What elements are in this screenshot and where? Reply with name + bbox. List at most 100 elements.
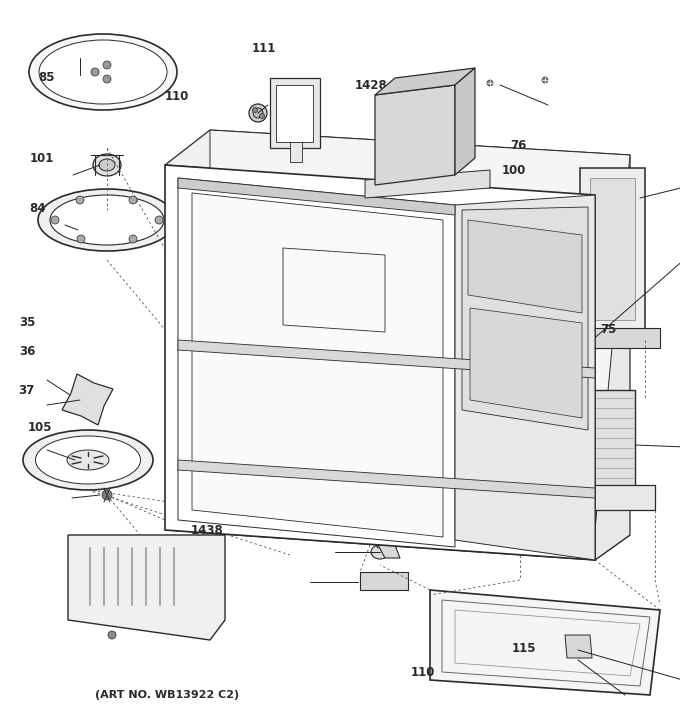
- Polygon shape: [375, 85, 455, 185]
- Polygon shape: [270, 78, 320, 148]
- Polygon shape: [378, 545, 400, 558]
- Polygon shape: [430, 590, 660, 695]
- Ellipse shape: [249, 104, 267, 122]
- Ellipse shape: [373, 509, 379, 515]
- Ellipse shape: [337, 494, 343, 502]
- Ellipse shape: [410, 132, 420, 142]
- Text: 115: 115: [511, 642, 536, 655]
- Bar: [75, 566, 93, 580]
- Text: 43: 43: [269, 408, 285, 421]
- Polygon shape: [520, 390, 635, 490]
- Bar: [174, 338, 184, 346]
- Bar: [75, 546, 93, 560]
- Polygon shape: [178, 178, 455, 215]
- Polygon shape: [495, 485, 655, 510]
- Polygon shape: [375, 68, 475, 95]
- Ellipse shape: [316, 413, 344, 427]
- Text: 100: 100: [501, 164, 526, 177]
- Ellipse shape: [99, 159, 115, 171]
- Polygon shape: [178, 460, 595, 498]
- Polygon shape: [455, 68, 475, 175]
- Ellipse shape: [78, 390, 98, 410]
- Ellipse shape: [129, 196, 137, 204]
- Bar: [381, 543, 387, 548]
- Ellipse shape: [103, 75, 111, 83]
- Ellipse shape: [377, 576, 391, 586]
- Ellipse shape: [384, 89, 390, 95]
- Ellipse shape: [337, 509, 343, 515]
- Polygon shape: [565, 635, 592, 658]
- Polygon shape: [590, 178, 635, 320]
- Ellipse shape: [260, 114, 265, 118]
- Ellipse shape: [50, 195, 164, 245]
- Polygon shape: [360, 572, 408, 590]
- Ellipse shape: [51, 216, 59, 224]
- Polygon shape: [165, 165, 595, 560]
- Polygon shape: [365, 170, 490, 198]
- Polygon shape: [165, 130, 630, 195]
- Ellipse shape: [102, 490, 112, 500]
- Ellipse shape: [351, 437, 365, 451]
- Text: 1428: 1428: [354, 79, 387, 92]
- Ellipse shape: [103, 61, 111, 69]
- Text: 51: 51: [216, 497, 233, 510]
- Text: 37: 37: [18, 384, 34, 397]
- Ellipse shape: [332, 418, 384, 470]
- Polygon shape: [165, 505, 630, 560]
- Polygon shape: [580, 168, 645, 330]
- Polygon shape: [455, 195, 595, 560]
- Ellipse shape: [213, 332, 447, 447]
- Ellipse shape: [447, 669, 453, 675]
- Text: 110: 110: [411, 666, 435, 679]
- Ellipse shape: [579, 338, 587, 346]
- Text: 85: 85: [38, 71, 54, 84]
- Ellipse shape: [129, 235, 137, 243]
- Ellipse shape: [487, 80, 493, 86]
- Ellipse shape: [77, 235, 85, 243]
- Ellipse shape: [108, 631, 116, 639]
- Ellipse shape: [29, 34, 177, 110]
- Ellipse shape: [506, 373, 524, 391]
- Text: 75: 75: [600, 323, 617, 336]
- Ellipse shape: [341, 427, 375, 461]
- Ellipse shape: [402, 124, 428, 150]
- Polygon shape: [192, 193, 443, 537]
- Ellipse shape: [155, 216, 163, 224]
- Ellipse shape: [303, 406, 358, 434]
- Ellipse shape: [39, 40, 167, 104]
- Text: 50: 50: [223, 470, 239, 483]
- Ellipse shape: [565, 617, 571, 623]
- Text: 84: 84: [29, 202, 46, 215]
- Ellipse shape: [371, 545, 389, 559]
- Ellipse shape: [252, 107, 258, 112]
- Ellipse shape: [394, 116, 436, 158]
- Ellipse shape: [237, 345, 422, 435]
- Ellipse shape: [542, 77, 548, 83]
- Text: 36: 36: [19, 345, 35, 358]
- Polygon shape: [276, 85, 313, 142]
- Polygon shape: [62, 374, 113, 425]
- Ellipse shape: [76, 196, 84, 204]
- Polygon shape: [468, 220, 582, 313]
- Text: 110: 110: [165, 90, 189, 103]
- Polygon shape: [565, 328, 660, 348]
- Ellipse shape: [447, 73, 453, 79]
- Polygon shape: [210, 130, 630, 530]
- Polygon shape: [462, 207, 588, 430]
- Ellipse shape: [23, 430, 153, 490]
- Ellipse shape: [571, 640, 585, 654]
- Bar: [390, 543, 396, 548]
- Ellipse shape: [38, 189, 176, 251]
- Text: 35: 35: [19, 316, 35, 329]
- Polygon shape: [68, 535, 225, 640]
- Text: (ART NO. WB13922 C2): (ART NO. WB13922 C2): [95, 690, 239, 700]
- Polygon shape: [290, 142, 302, 162]
- Ellipse shape: [445, 607, 451, 613]
- Ellipse shape: [91, 68, 99, 76]
- Polygon shape: [178, 178, 455, 547]
- Ellipse shape: [35, 436, 141, 484]
- Bar: [174, 458, 184, 466]
- Text: 105: 105: [27, 421, 52, 434]
- Polygon shape: [178, 340, 595, 378]
- Polygon shape: [470, 308, 582, 418]
